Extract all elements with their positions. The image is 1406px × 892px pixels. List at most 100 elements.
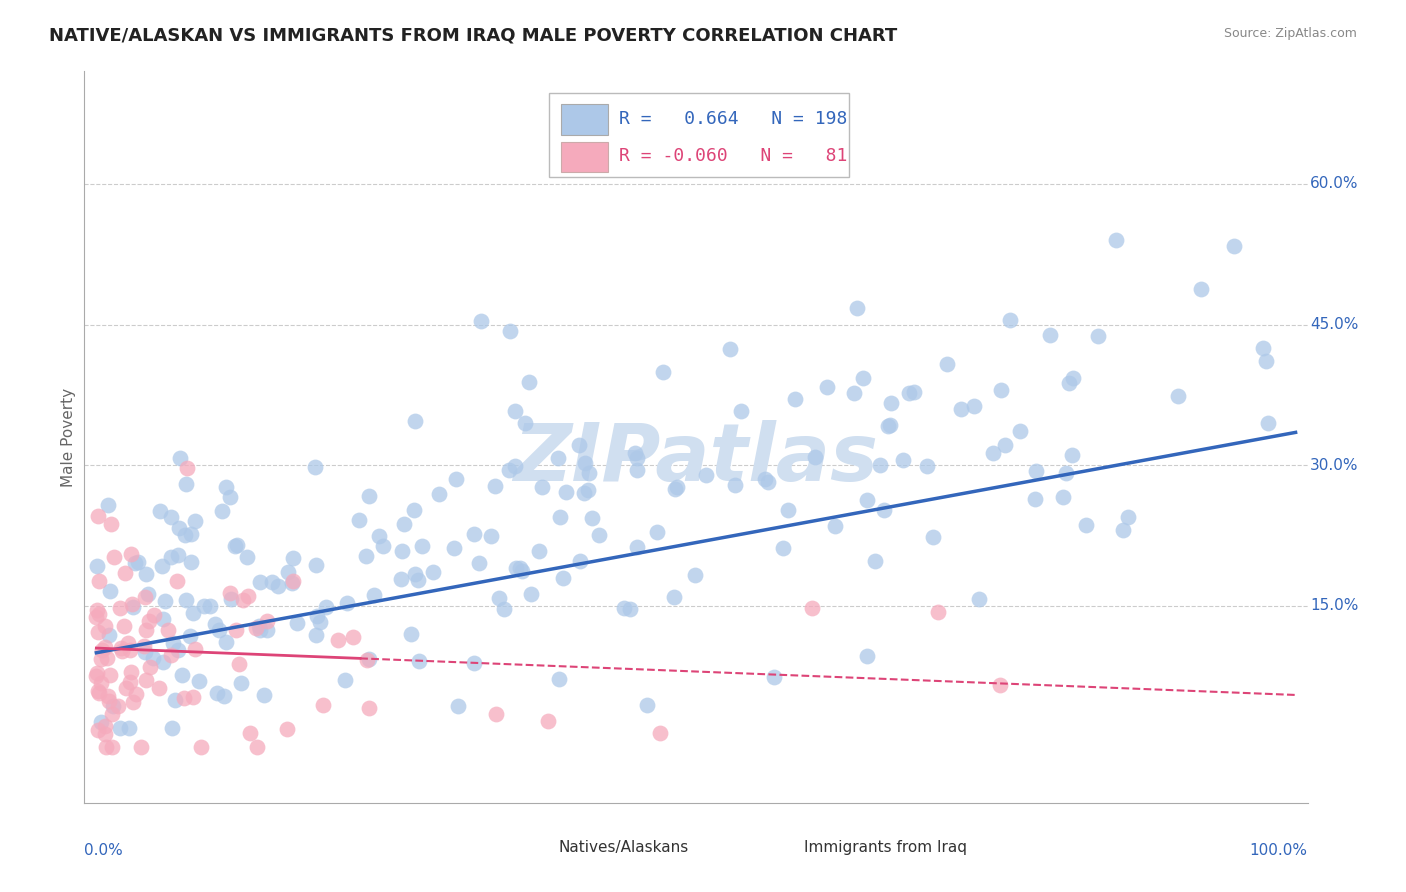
Point bbox=[107, 698, 129, 713]
Point bbox=[347, 513, 370, 527]
Point bbox=[225, 623, 247, 637]
Point bbox=[404, 503, 426, 517]
Point bbox=[588, 528, 610, 542]
Point bbox=[122, 696, 145, 710]
Point bbox=[404, 567, 426, 582]
Point bbox=[166, 548, 188, 562]
Point bbox=[215, 480, 238, 494]
Point bbox=[626, 463, 648, 477]
FancyBboxPatch shape bbox=[769, 838, 796, 858]
Point bbox=[184, 642, 207, 657]
Point bbox=[122, 599, 145, 614]
Point bbox=[922, 531, 945, 545]
Point bbox=[547, 450, 569, 465]
FancyBboxPatch shape bbox=[561, 142, 607, 172]
Point bbox=[148, 681, 170, 695]
Point bbox=[509, 560, 531, 574]
Point bbox=[994, 438, 1017, 452]
Point bbox=[422, 566, 444, 580]
Point bbox=[990, 383, 1012, 397]
Point bbox=[666, 480, 689, 494]
Point bbox=[180, 555, 202, 569]
Point bbox=[96, 651, 118, 665]
Point bbox=[479, 529, 502, 543]
Point bbox=[207, 624, 229, 638]
Point bbox=[824, 518, 846, 533]
Point bbox=[494, 602, 516, 616]
Point bbox=[411, 539, 433, 553]
Point bbox=[224, 539, 246, 553]
Point bbox=[174, 593, 197, 607]
Point bbox=[184, 515, 207, 529]
Point bbox=[142, 651, 165, 665]
Point bbox=[503, 404, 526, 418]
Point bbox=[356, 549, 378, 564]
Point bbox=[1057, 376, 1080, 391]
Point bbox=[134, 639, 156, 653]
Point bbox=[1087, 329, 1109, 343]
Point bbox=[357, 701, 380, 715]
Point bbox=[138, 614, 160, 628]
Point bbox=[1167, 389, 1189, 403]
Point bbox=[517, 375, 540, 389]
Point bbox=[221, 592, 243, 607]
Point bbox=[804, 450, 827, 464]
Point bbox=[249, 623, 271, 637]
Point bbox=[212, 689, 235, 703]
Point bbox=[879, 417, 901, 432]
Point bbox=[463, 527, 485, 541]
Point bbox=[576, 483, 599, 498]
Point bbox=[152, 612, 174, 626]
Point bbox=[97, 499, 120, 513]
Point bbox=[236, 549, 259, 564]
Point bbox=[150, 558, 173, 573]
Point bbox=[94, 739, 117, 754]
Point bbox=[256, 614, 278, 628]
Point bbox=[91, 643, 114, 657]
Point bbox=[94, 726, 117, 740]
Point bbox=[285, 616, 308, 631]
Point bbox=[127, 555, 149, 569]
Text: R = -0.060   N =   81: R = -0.060 N = 81 bbox=[619, 147, 848, 165]
Point bbox=[1112, 523, 1135, 537]
Point bbox=[619, 602, 641, 616]
Point bbox=[153, 593, 176, 607]
Point bbox=[176, 477, 198, 491]
Point bbox=[574, 456, 596, 470]
Point bbox=[645, 525, 668, 540]
Point bbox=[267, 579, 290, 593]
Point bbox=[990, 678, 1012, 692]
Point bbox=[470, 314, 492, 328]
Point bbox=[1105, 234, 1128, 248]
Text: ZIPatlas: ZIPatlas bbox=[513, 420, 879, 498]
Point bbox=[87, 607, 110, 622]
Point bbox=[1256, 354, 1278, 368]
Point bbox=[181, 690, 204, 705]
Point bbox=[1189, 282, 1212, 296]
Point bbox=[110, 721, 132, 735]
Text: Source: ZipAtlas.com: Source: ZipAtlas.com bbox=[1223, 27, 1357, 40]
Point bbox=[98, 628, 121, 642]
Point bbox=[188, 674, 211, 689]
Point bbox=[485, 706, 508, 721]
Point bbox=[664, 482, 686, 496]
Point bbox=[304, 460, 326, 475]
Point bbox=[342, 630, 364, 644]
Point bbox=[87, 509, 110, 524]
Point bbox=[103, 549, 125, 564]
Point bbox=[1025, 464, 1047, 478]
Point bbox=[173, 691, 195, 706]
Point bbox=[568, 554, 591, 568]
Point bbox=[373, 539, 395, 553]
Point bbox=[245, 621, 267, 635]
Point bbox=[228, 657, 250, 672]
Point bbox=[97, 694, 120, 708]
Point bbox=[650, 726, 672, 740]
Point bbox=[312, 698, 335, 713]
Point bbox=[239, 726, 262, 740]
Point bbox=[357, 490, 380, 504]
Point bbox=[229, 675, 252, 690]
Text: 45.0%: 45.0% bbox=[1310, 317, 1358, 332]
Point bbox=[134, 591, 156, 605]
Point bbox=[204, 617, 226, 632]
